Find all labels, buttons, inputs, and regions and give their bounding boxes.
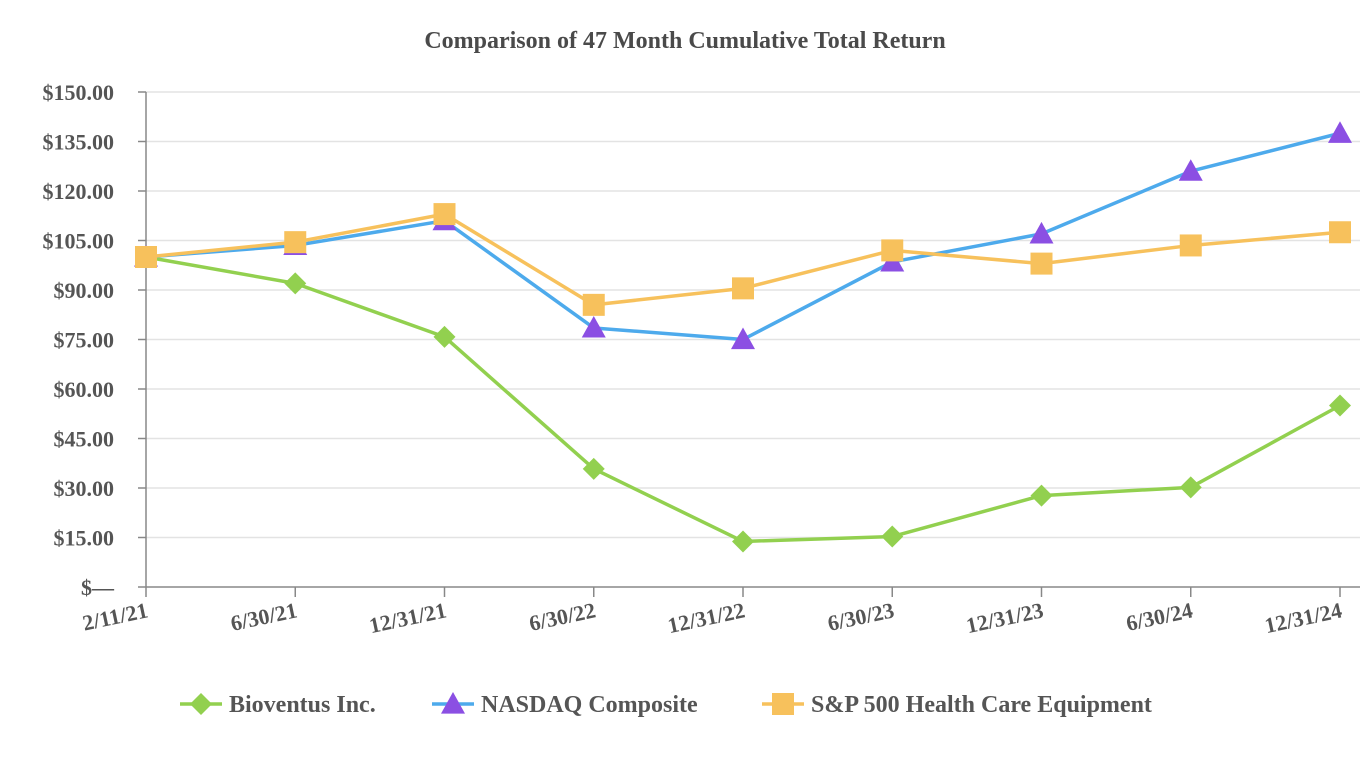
y-tick-label: $120.00 xyxy=(43,179,115,204)
data-point xyxy=(881,525,904,548)
data-point xyxy=(1328,121,1352,143)
legend-label: NASDAQ Composite xyxy=(481,692,698,718)
data-point xyxy=(1179,234,1202,257)
data-point xyxy=(581,315,606,338)
y-tick-label: $90.00 xyxy=(54,278,115,303)
data-point xyxy=(582,293,605,316)
data-point xyxy=(732,530,754,553)
chart-title: Comparison of 47 Month Cumulative Total … xyxy=(424,28,945,54)
legend-label: Bioventus Inc. xyxy=(229,692,376,718)
data-point xyxy=(731,327,755,350)
data-point xyxy=(1179,476,1202,499)
legend-item: NASDAQ Composite xyxy=(432,692,698,718)
x-tick-label: 6/30/21 xyxy=(228,597,299,635)
data-point xyxy=(433,203,456,226)
x-tick-label: 6/30/23 xyxy=(825,597,896,635)
data-point xyxy=(1029,221,1054,244)
data-point xyxy=(284,231,307,254)
y-tick-label: $105.00 xyxy=(43,229,115,254)
legend-marker xyxy=(441,692,465,714)
y-tick-label: $— xyxy=(81,575,115,600)
y-tick-label: $45.00 xyxy=(54,427,115,452)
legend-item: S&P 500 Health Care Equipment xyxy=(762,692,1152,718)
data-point xyxy=(284,272,307,295)
y-tick-label: $60.00 xyxy=(54,377,115,402)
data-point xyxy=(433,325,456,348)
series-3 xyxy=(135,203,1351,316)
x-axis-ticks: 2/11/21 6/30/21 12/31/21 6/30/22 12/31/22 6/3… xyxy=(80,587,1344,638)
data-point xyxy=(1329,221,1351,244)
legend-marker xyxy=(190,693,212,715)
x-tick-label: 12/31/22 xyxy=(665,597,747,638)
data-point xyxy=(582,457,605,480)
series-2 xyxy=(134,121,1352,350)
data-point xyxy=(881,239,904,262)
y-tick-label: $135.00 xyxy=(43,130,115,155)
y-tick-label: $15.00 xyxy=(54,526,115,551)
data-point xyxy=(1178,159,1203,181)
data-point xyxy=(1030,252,1053,275)
y-tick-label: $30.00 xyxy=(54,476,115,501)
data-point xyxy=(1329,394,1351,417)
x-tick-label: 12/31/23 xyxy=(964,597,1046,638)
series-line xyxy=(145,255,1341,544)
data-point xyxy=(135,246,157,268)
x-tick-label: 2/11/21 xyxy=(80,597,150,635)
x-tick-label: 6/30/22 xyxy=(527,597,598,635)
data-point xyxy=(732,277,754,300)
legend-item: Bioventus Inc. xyxy=(180,692,376,718)
legend: Bioventus Inc. NASDAQ Composite S&P 500 He… xyxy=(180,692,1152,718)
series xyxy=(134,121,1352,553)
x-tick-label: 6/30/24 xyxy=(1124,597,1195,635)
x-tick-label: 12/31/21 xyxy=(367,597,449,638)
data-point xyxy=(1030,484,1053,507)
legend-label: S&P 500 Health Care Equipment xyxy=(811,692,1152,718)
y-tick-label: $75.00 xyxy=(54,328,115,353)
legend-marker xyxy=(772,693,794,715)
grid-lines xyxy=(146,91,1360,539)
y-tick-label: $150.00 xyxy=(43,80,115,105)
y-axis-ticks: $— $15.00 $30.00 $45.00 $60.00 $75.00 $90.00 $1… xyxy=(43,80,146,600)
x-tick-label: 12/31/24 xyxy=(1262,597,1344,638)
